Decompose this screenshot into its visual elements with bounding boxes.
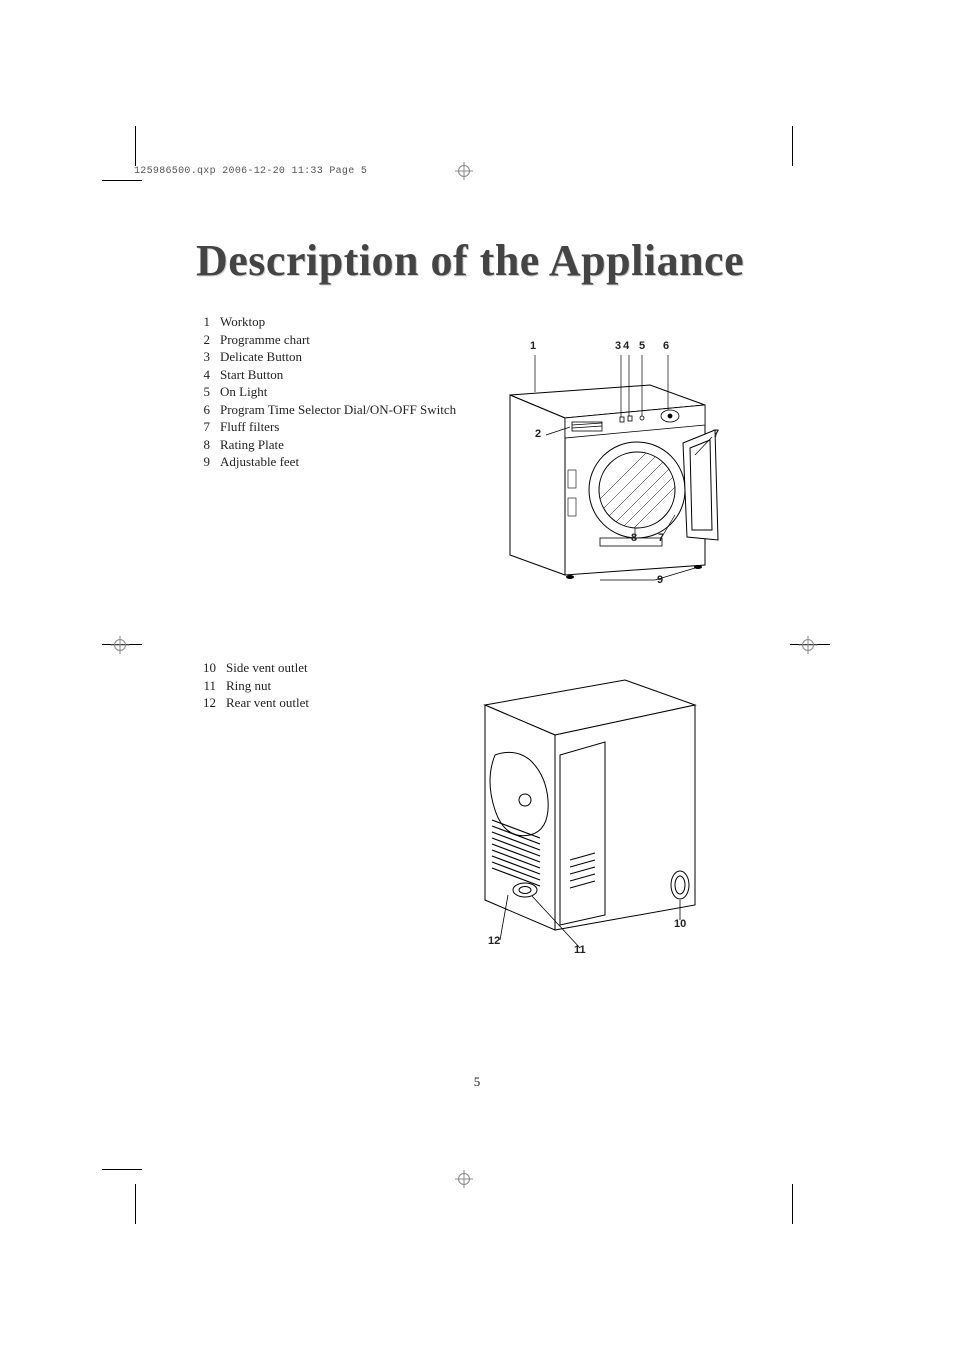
part-label: Delicate Button <box>220 348 302 366</box>
crop-mark <box>792 126 793 166</box>
part-number: 4 <box>196 366 210 384</box>
appliance-rear-diagram: 12 11 10 <box>470 660 730 960</box>
callout-label: 1 <box>530 340 536 352</box>
list-item: 6 Program Time Selector Dial/ON-OFF Switc… <box>196 401 456 419</box>
part-label: Program Time Selector Dial/ON-OFF Switch <box>220 401 456 419</box>
crop-mark <box>135 1184 136 1224</box>
page-number: 5 <box>474 1074 481 1090</box>
part-number: 12 <box>196 694 216 712</box>
page-title: Description of the Appliance <box>196 235 744 286</box>
callout-label: 12 <box>488 935 500 947</box>
list-item: 2 Programme chart <box>196 331 456 349</box>
callout-label: 8 <box>631 532 637 544</box>
crop-mark <box>792 1184 793 1224</box>
part-number: 7 <box>196 418 210 436</box>
list-item: 9 Adjustable feet <box>196 453 456 471</box>
part-number: 3 <box>196 348 210 366</box>
part-label: Ring nut <box>226 677 271 695</box>
list-item: 11 Ring nut <box>196 677 309 695</box>
parts-list-rear: 10 Side vent outlet 11 Ring nut 12 Rear ven… <box>196 659 309 712</box>
dryer-rear-icon <box>470 660 730 960</box>
part-number: 9 <box>196 453 210 471</box>
part-label: Rating Plate <box>220 436 284 454</box>
list-item: 3 Delicate Button <box>196 348 456 366</box>
part-label: Side vent outlet <box>226 659 308 677</box>
part-label: Fluff filters <box>220 418 279 436</box>
callout-label: 2 <box>535 428 541 440</box>
dryer-front-icon <box>500 340 730 590</box>
parts-list-front: 1 Worktop 2 Programme chart 3 Delicate Butt… <box>196 313 456 471</box>
callout-label: 7 <box>658 532 664 544</box>
callout-label: 5 <box>639 340 645 352</box>
part-label: Adjustable feet <box>220 453 299 471</box>
part-number: 11 <box>196 677 216 695</box>
callout-label: 7 <box>713 428 719 440</box>
part-number: 1 <box>196 313 210 331</box>
list-item: 8 Rating Plate <box>196 436 456 454</box>
list-item: 10 Side vent outlet <box>196 659 309 677</box>
part-number: 5 <box>196 383 210 401</box>
callout-label: 10 <box>674 918 686 930</box>
part-number: 6 <box>196 401 210 419</box>
callout-label: 6 <box>663 340 669 352</box>
part-number: 2 <box>196 331 210 349</box>
registration-mark-icon <box>455 1170 473 1188</box>
registration-mark-icon <box>455 162 473 180</box>
part-label: On Light <box>220 383 267 401</box>
part-label: Programme chart <box>220 331 310 349</box>
registration-mark-icon <box>799 636 817 654</box>
print-header: 125986500.qxp 2006-12-20 11:33 Page 5 <box>134 166 367 177</box>
callout-label: 34 <box>615 340 631 352</box>
part-number: 8 <box>196 436 210 454</box>
appliance-front-diagram: 1 34 5 6 2 7 8 7 9 <box>500 340 730 590</box>
list-item: 4 Start Button <box>196 366 456 384</box>
crop-mark <box>135 126 136 166</box>
crop-mark <box>102 180 142 181</box>
callout-label: 11 <box>574 944 586 956</box>
registration-mark-icon <box>111 636 129 654</box>
list-item: 5 On Light <box>196 383 456 401</box>
part-number: 10 <box>196 659 216 677</box>
list-item: 7 Fluff filters <box>196 418 456 436</box>
callout-label: 9 <box>657 574 663 586</box>
list-item: 12 Rear vent outlet <box>196 694 309 712</box>
list-item: 1 Worktop <box>196 313 456 331</box>
crop-mark <box>102 1169 142 1170</box>
part-label: Start Button <box>220 366 283 384</box>
part-label: Rear vent outlet <box>226 694 309 712</box>
part-label: Worktop <box>220 313 265 331</box>
